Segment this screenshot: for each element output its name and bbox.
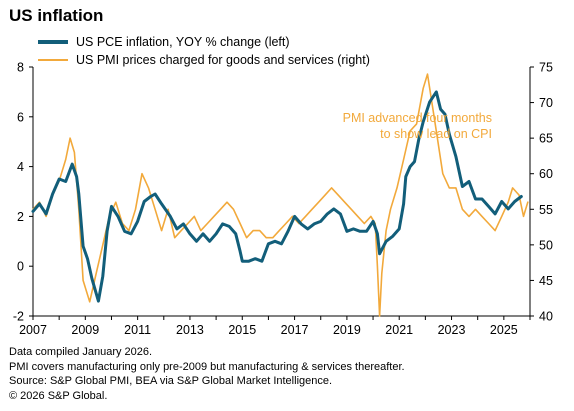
series-line-pce <box>31 90 523 303</box>
x-tick-label: 2017 <box>281 323 309 337</box>
y-right-tick-label: 45 <box>539 274 553 288</box>
y-left-tick-label: 2 <box>17 210 24 224</box>
y-right-tick-label: 40 <box>539 310 553 324</box>
line-chart: -2 0 2 4 6 8 40 45 50 55 60 65 70 75 2007 2009 2011 2013 2… <box>13 61 553 338</box>
y-right-tick-label: 60 <box>539 167 553 181</box>
x-tick-label: 2021 <box>385 323 413 337</box>
legend-item-pmi: US PMI prices charged for goods and serv… <box>38 51 370 69</box>
y-left-tick-label: 0 <box>17 260 24 274</box>
chart-title: US inflation <box>9 6 104 25</box>
x-tick-label: 2013 <box>176 323 204 337</box>
y-right-tick-label: 65 <box>539 132 553 146</box>
legend-label-pce: US PCE inflation, YOY % change (left) <box>76 35 290 49</box>
series-layer <box>31 73 529 317</box>
legend-swatch-pce <box>38 40 68 44</box>
x-tick-label: 2023 <box>438 323 466 337</box>
x-tick-label: 2011 <box>124 323 151 337</box>
y-left-tick-label: 4 <box>17 160 24 174</box>
footnote-coverage: PMI covers manufacturing only pre-2009 b… <box>9 360 405 373</box>
y-left-tick-label: 8 <box>17 61 24 75</box>
footnote-compiled: Data compiled January 2026. <box>9 346 153 358</box>
x-tick-label: 2007 <box>19 323 47 337</box>
y-right-tick-label: 50 <box>539 238 553 252</box>
legend-swatch-pmi <box>38 59 68 61</box>
y-right-tick-label: 55 <box>539 203 553 217</box>
y-right-tick-label: 70 <box>539 96 553 110</box>
annotation-line-2: to show lead on CPI <box>380 127 492 141</box>
y-right-tick-label: 75 <box>539 61 553 75</box>
annotation-line-1: PMI advanced four months <box>343 111 492 125</box>
legend-label-pmi: US PMI prices charged for goods and serv… <box>76 53 370 67</box>
footnote-copyright: © 2026 S&P Global. <box>9 389 108 402</box>
y-left-tick-label: 6 <box>17 110 24 124</box>
legend-item-pce: US PCE inflation, YOY % change (left) <box>38 33 370 51</box>
chart-footnotes: Data compiled January 2026. PMI covers m… <box>9 345 405 403</box>
footnote-source: Source: S&P Global PMI, BEA via S&P Glob… <box>9 375 333 387</box>
chart-axes: -2 0 2 4 6 8 40 45 50 55 60 65 70 75 2007 2009 2011 2013 2… <box>13 61 553 338</box>
x-tick-label: 2009 <box>71 323 99 337</box>
x-tick-label: 2015 <box>228 323 256 337</box>
chart-legend: US PCE inflation, YOY % change (left) US… <box>38 33 370 69</box>
x-tick-label: 2019 <box>333 323 361 337</box>
x-tick-label: 2025 <box>490 323 518 337</box>
y-left-tick-label: -2 <box>13 310 24 324</box>
